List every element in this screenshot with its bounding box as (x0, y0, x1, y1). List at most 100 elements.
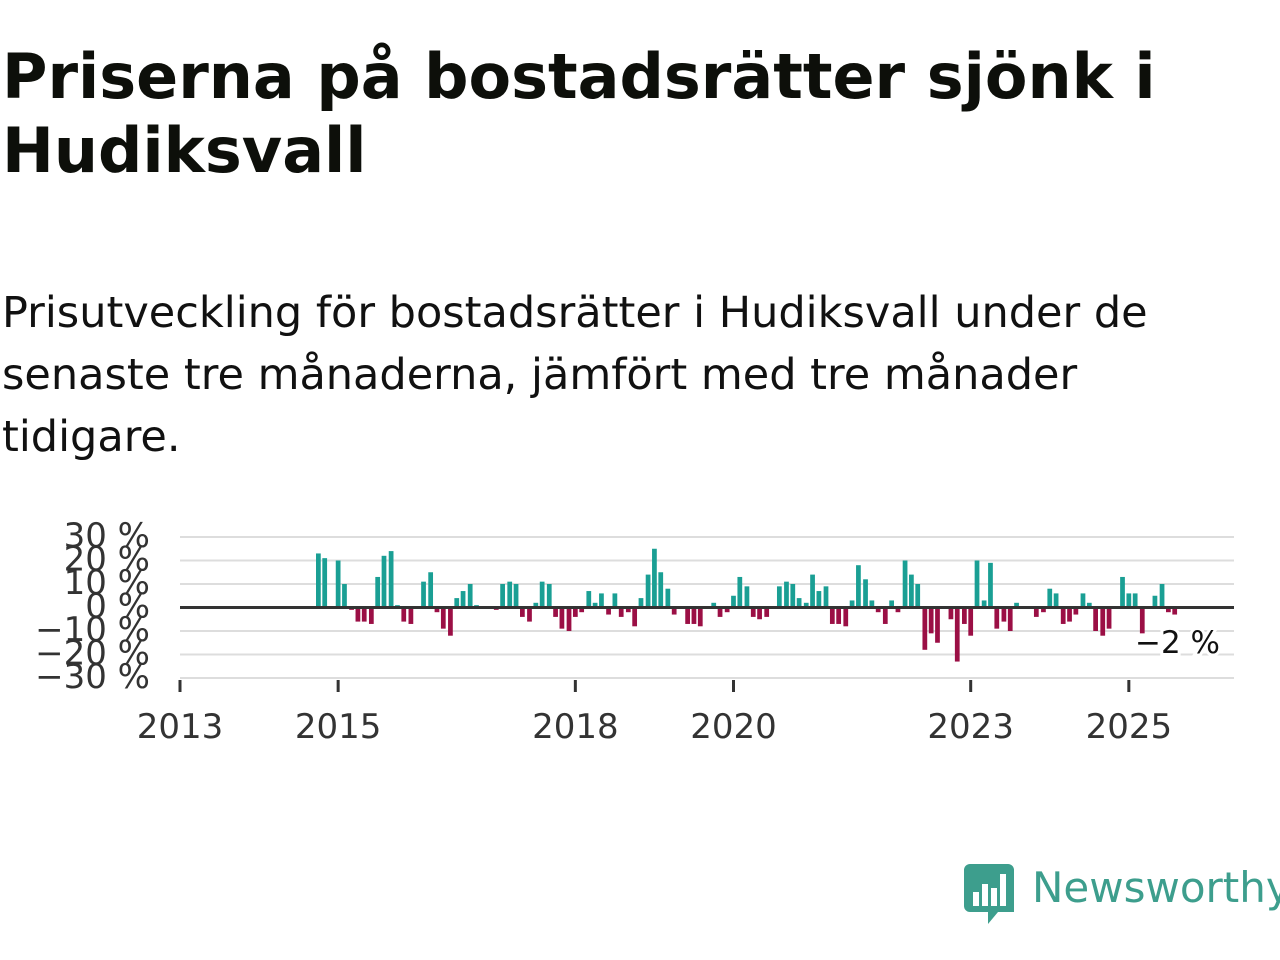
bar-chart: 30 %20 %10 %0 %−10 %−20 %−30 % 2013 2015 2… (35, 516, 1234, 747)
bar (843, 607, 849, 627)
bar (599, 593, 604, 608)
x-tick-label: 2018 (532, 707, 619, 747)
bar (875, 607, 881, 613)
bar (335, 560, 341, 608)
y-axis-labels: 30 %20 %10 %0 %−10 %−20 %−30 % (35, 516, 150, 697)
bar (652, 548, 657, 608)
bar (665, 588, 671, 608)
y-tick-label: 20 % (64, 540, 150, 580)
bar (355, 607, 361, 622)
bar (1166, 607, 1171, 613)
bar (796, 598, 802, 608)
bar (889, 600, 894, 608)
x-tick-label: 2015 (295, 707, 382, 747)
bar (507, 581, 513, 608)
bar (559, 607, 565, 629)
bar (625, 607, 631, 613)
y-tick-label: 10 % (64, 563, 150, 603)
bar (434, 607, 440, 613)
bar (717, 607, 723, 617)
bar (467, 584, 473, 608)
bar (816, 591, 822, 608)
y-tick-label: −20 % (35, 634, 150, 674)
x-axis: 2013 2015 2018 2020 2023 2025 (137, 680, 1172, 747)
bar (928, 607, 934, 634)
bar (579, 607, 585, 613)
bar (632, 607, 638, 627)
x-tick-label: 2020 (690, 707, 777, 747)
bar (882, 607, 888, 624)
bar (500, 584, 505, 608)
bar (895, 607, 901, 613)
x-tick-label: 2013 (137, 707, 224, 747)
bar (513, 584, 519, 608)
bar (1014, 602, 1019, 608)
bar-chart-speech-bubble-icon (964, 864, 1014, 924)
bar (1172, 607, 1178, 615)
bar (546, 584, 552, 608)
bar (1120, 576, 1125, 608)
bar (638, 598, 644, 608)
bar (784, 581, 789, 608)
bar (994, 607, 1000, 629)
bar (316, 553, 321, 608)
bar (1086, 602, 1092, 608)
y-tick-label: 30 % (64, 516, 150, 556)
bar (440, 607, 446, 629)
bar (566, 607, 572, 631)
bar (1073, 607, 1079, 615)
bar (460, 591, 466, 608)
bar (1100, 607, 1106, 636)
bar (863, 579, 868, 608)
bar (1033, 607, 1039, 617)
y-tick-label: 0 % (85, 587, 150, 627)
bar (915, 584, 921, 608)
bar (658, 572, 664, 608)
bar (968, 607, 974, 636)
bar (1139, 607, 1145, 634)
bar (361, 607, 367, 622)
bar (856, 565, 861, 608)
bar (1093, 607, 1098, 631)
bar (1152, 595, 1158, 608)
bar (454, 598, 460, 608)
y-tick-label: −10 % (35, 610, 150, 650)
bar (618, 607, 624, 617)
bar (697, 607, 703, 627)
bar (962, 607, 967, 624)
bar (988, 562, 993, 608)
bar (539, 581, 545, 608)
bar (1053, 593, 1059, 608)
bar (764, 607, 770, 617)
bar (803, 602, 809, 608)
bar (527, 607, 532, 622)
bar (520, 607, 525, 617)
bar (744, 586, 750, 608)
newsworthy-logo: Newsworthy (964, 862, 1280, 928)
bar (790, 584, 796, 608)
bar (981, 600, 987, 608)
bar (1106, 607, 1112, 629)
bar (757, 607, 762, 620)
bar (586, 591, 592, 608)
bar (909, 574, 914, 608)
bar (1047, 588, 1053, 608)
bar (922, 607, 928, 650)
bars (316, 548, 1178, 662)
bar (731, 595, 736, 608)
annotation: −2 % (1132, 622, 1223, 664)
bar (1080, 593, 1086, 608)
bar (935, 607, 940, 643)
y-tick-label: −30 % (35, 657, 150, 697)
bar (810, 574, 815, 608)
bar (428, 572, 434, 608)
bar (606, 607, 611, 615)
bar (533, 602, 539, 608)
bar (1159, 584, 1165, 608)
bar (342, 584, 347, 608)
brand-name: Newsworthy (1032, 863, 1280, 912)
bar (750, 607, 756, 617)
bar (776, 586, 782, 608)
bar (737, 576, 743, 608)
bar (711, 602, 717, 608)
